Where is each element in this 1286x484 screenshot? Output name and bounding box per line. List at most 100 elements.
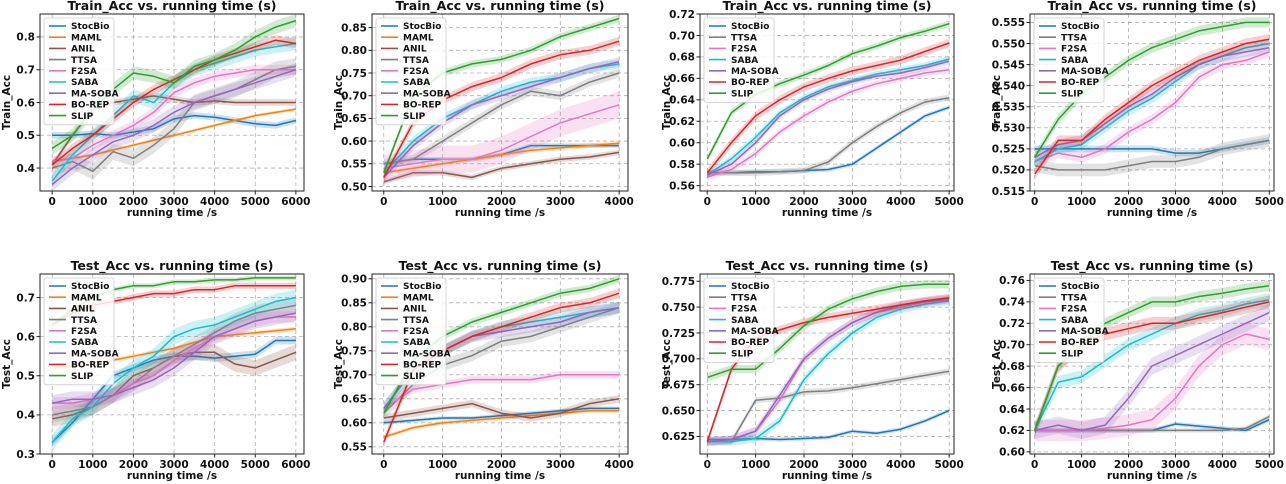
legend-label: MA-SOBA bbox=[1061, 327, 1109, 337]
line-slip bbox=[707, 283, 950, 379]
legend-label: StocBio bbox=[403, 282, 441, 292]
axes-frame bbox=[699, 273, 955, 455]
legend-label: BO-REP bbox=[71, 101, 109, 111]
legend-label: MA-SOBA bbox=[1061, 67, 1109, 77]
x-tick-label: 3000 bbox=[1161, 459, 1190, 471]
band-anil bbox=[52, 92, 296, 169]
legend-label: MA-SOBA bbox=[731, 67, 779, 77]
x-tick-label: 0 bbox=[704, 196, 711, 208]
x-tick-label: 3000 bbox=[838, 196, 867, 208]
legend-label: F2SA bbox=[1061, 45, 1087, 55]
legend-label: MA-SOBA bbox=[731, 327, 779, 337]
series-group bbox=[1033, 280, 1270, 442]
y-tick-label: 0.4 bbox=[16, 410, 35, 422]
band-ttsa bbox=[383, 68, 620, 169]
line-ma-soba bbox=[706, 60, 950, 176]
y-tick-label: 0.65 bbox=[341, 394, 367, 406]
x-tick-label: 3000 bbox=[546, 196, 575, 208]
y-tick-label: 0.520 bbox=[992, 165, 1025, 177]
legend-label: StocBio bbox=[731, 22, 769, 32]
line-ma-soba bbox=[51, 68, 297, 185]
y-tick-label: 0.540 bbox=[992, 80, 1025, 92]
legend-label: TTSA bbox=[71, 316, 97, 326]
x-axis-label: running time /s bbox=[782, 470, 872, 482]
x-tick-label: 3000 bbox=[159, 196, 188, 208]
chart-title: Test_Acc vs. running time (s) bbox=[399, 258, 602, 274]
x-tick-label: 5000 bbox=[241, 459, 270, 471]
x-tick-label: 2000 bbox=[119, 196, 148, 208]
y-tick-label: 0.68 bbox=[669, 52, 695, 64]
line-f2sa bbox=[1034, 333, 1270, 432]
legend-label: F2SA bbox=[731, 305, 757, 315]
y-tick-label: 0.3 bbox=[16, 449, 35, 461]
x-tick-label: 3000 bbox=[546, 459, 575, 471]
line-ma-soba bbox=[1034, 311, 1270, 432]
y-tick-label: 0.74 bbox=[999, 297, 1025, 309]
chart-title: Train_Acc vs. running time (s) bbox=[1047, 0, 1256, 14]
x-axis-label: running time /s bbox=[455, 207, 545, 219]
x-tick-label: 0 bbox=[1031, 196, 1038, 208]
line-ma-soba bbox=[52, 312, 297, 404]
axes-frame bbox=[39, 273, 305, 455]
y-tick-label: 0.76 bbox=[999, 275, 1025, 287]
y-tick-label: 0.775 bbox=[662, 276, 695, 288]
series-group bbox=[383, 14, 620, 185]
line-bo-rep bbox=[706, 42, 950, 174]
line-anil bbox=[383, 398, 620, 419]
x-tick-label: 0 bbox=[704, 459, 711, 471]
axes-frame bbox=[699, 13, 955, 192]
line-ttsa bbox=[707, 96, 950, 174]
x-tick-label: 3000 bbox=[159, 459, 188, 471]
y-tick-label: 0.7 bbox=[16, 292, 35, 304]
legend-label: F2SA bbox=[731, 45, 757, 55]
chart-title: Train_Acc vs. running time (s) bbox=[722, 0, 931, 14]
y-axis-label: Test_Acc bbox=[661, 339, 673, 389]
band-stocbio bbox=[707, 408, 950, 442]
y-tick-label: 0.70 bbox=[999, 340, 1025, 352]
legend-label: MA-SOBA bbox=[71, 89, 119, 99]
x-tick-label: 2000 bbox=[487, 196, 516, 208]
legend-label: BO-REP bbox=[731, 338, 769, 348]
series-group bbox=[51, 14, 297, 191]
y-tick-label: 0.62 bbox=[999, 425, 1025, 437]
y-tick-label: 0.56 bbox=[669, 180, 695, 192]
y-tick-label: 0.6 bbox=[16, 331, 35, 343]
legend-label: BO-REP bbox=[403, 361, 441, 371]
band-ttsa bbox=[1034, 134, 1270, 177]
band-anil bbox=[383, 149, 620, 185]
x-tick-label: 4000 bbox=[605, 196, 634, 208]
line-f2sa bbox=[1034, 51, 1270, 163]
band-f2sa bbox=[1034, 323, 1270, 442]
axes-frame bbox=[1029, 13, 1275, 192]
y-tick-label: 0.66 bbox=[669, 73, 695, 85]
legend-label: BO-REP bbox=[1061, 338, 1099, 348]
y-tick-label: 0.4 bbox=[16, 163, 35, 175]
band-saba bbox=[52, 36, 296, 188]
y-tick-label: 0.64 bbox=[999, 404, 1025, 416]
x-tick-label: 3000 bbox=[838, 459, 867, 471]
y-tick-label: 0.725 bbox=[662, 328, 695, 340]
band-bo-rep bbox=[383, 288, 620, 447]
x-tick-label: 1000 bbox=[741, 196, 770, 208]
y-axis-label: Train_Acc bbox=[991, 75, 1003, 130]
band-f2sa bbox=[1034, 46, 1270, 167]
x-tick-label: 0 bbox=[380, 196, 387, 208]
x-tick-label: 1000 bbox=[1067, 459, 1096, 471]
line-maml bbox=[383, 410, 620, 438]
legend-label: SABA bbox=[731, 56, 758, 66]
y-tick-label: 0.72 bbox=[669, 9, 695, 21]
legend-label: BO-REP bbox=[1061, 78, 1099, 88]
band-ma-soba bbox=[707, 58, 950, 179]
y-tick-label: 0.80 bbox=[341, 322, 367, 334]
legend-label: F2SA bbox=[71, 327, 97, 337]
legend-label: TTSA bbox=[1061, 293, 1087, 303]
legend-label: F2SA bbox=[71, 67, 97, 77]
y-tick-label: 0.545 bbox=[992, 59, 1025, 71]
legend-label: ANIL bbox=[71, 45, 95, 55]
y-tick-label: 0.75 bbox=[341, 68, 367, 80]
y-axis-label: Train_Acc bbox=[661, 75, 673, 130]
y-tick-label: 0.555 bbox=[992, 17, 1025, 29]
band-anil bbox=[383, 395, 620, 422]
